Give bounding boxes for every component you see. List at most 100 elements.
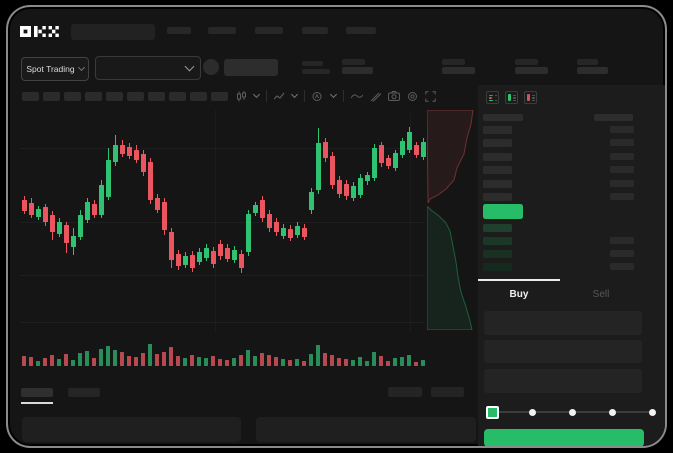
candle bbox=[218, 244, 223, 256]
candle bbox=[386, 158, 391, 166]
chevron-down-icon[interactable] bbox=[329, 90, 338, 99]
active-tab-indicator bbox=[478, 279, 560, 281]
candle bbox=[57, 222, 62, 234]
slider-stop[interactable] bbox=[569, 409, 576, 416]
timeframe-button-placeholder[interactable] bbox=[64, 92, 81, 101]
bottom-tab-history[interactable] bbox=[68, 388, 100, 397]
volume-bar bbox=[393, 358, 397, 366]
volume-bar bbox=[127, 356, 131, 366]
ask-row-price[interactable] bbox=[483, 179, 512, 188]
bid-row-amount bbox=[610, 263, 634, 270]
tab-sell[interactable]: Sell bbox=[592, 288, 610, 300]
draw-icon[interactable] bbox=[370, 91, 381, 102]
app-window: Spot Trading bbox=[6, 5, 667, 448]
candle bbox=[302, 228, 307, 237]
book-asks-view-icon[interactable] bbox=[524, 91, 537, 104]
candle bbox=[22, 200, 27, 211]
market-mode-dropdown[interactable]: Spot Trading bbox=[21, 57, 89, 81]
timeframe-button-placeholder[interactable] bbox=[22, 92, 39, 101]
candle bbox=[344, 184, 349, 196]
bid-row-amount bbox=[610, 237, 634, 244]
timeframe-button-placeholder[interactable] bbox=[148, 92, 165, 101]
candle bbox=[176, 254, 181, 266]
ask-row-price[interactable] bbox=[483, 152, 512, 161]
order-input-placeholder[interactable] bbox=[484, 311, 642, 335]
chevron-down-icon bbox=[184, 61, 195, 72]
market-mode-label: Spot Trading bbox=[26, 64, 75, 74]
slider-stop[interactable] bbox=[609, 409, 616, 416]
buy-button[interactable] bbox=[484, 429, 644, 446]
ask-row-amount bbox=[610, 139, 634, 147]
volume-bar bbox=[183, 358, 187, 366]
ask-row-amount bbox=[610, 152, 634, 160]
nav-item-placeholder[interactable] bbox=[255, 27, 283, 34]
timeframe-button-placeholder[interactable] bbox=[85, 92, 102, 101]
ask-row-price[interactable] bbox=[483, 193, 512, 201]
volume-bar bbox=[169, 347, 173, 366]
volume-bar bbox=[162, 352, 166, 366]
indicators-icon[interactable] bbox=[312, 91, 324, 102]
ask-row-price[interactable] bbox=[483, 139, 512, 148]
ask-row-amount bbox=[610, 193, 634, 200]
candle bbox=[162, 202, 167, 230]
candle bbox=[239, 254, 244, 268]
timeframe-button-placeholder[interactable] bbox=[43, 92, 60, 101]
nav-item-placeholder[interactable] bbox=[302, 27, 328, 34]
volume-bar bbox=[176, 356, 180, 366]
volume-bar bbox=[365, 361, 369, 366]
book-split-view-icon[interactable] bbox=[486, 91, 499, 104]
volume-bar bbox=[400, 357, 404, 366]
stat-value-placeholder bbox=[515, 67, 548, 74]
bottom-tab-orders[interactable] bbox=[21, 388, 53, 397]
bottom-filter-pill[interactable] bbox=[431, 387, 464, 397]
stat-value-placeholder bbox=[442, 67, 475, 74]
ask-row-price[interactable] bbox=[483, 126, 512, 134]
settings-icon[interactable] bbox=[407, 91, 418, 102]
book-bids-view-icon[interactable] bbox=[505, 91, 518, 104]
candle bbox=[414, 145, 419, 155]
last-price-badge[interactable] bbox=[483, 204, 523, 219]
slider-stop[interactable] bbox=[529, 409, 536, 416]
search-bar-placeholder[interactable] bbox=[71, 24, 155, 40]
nav-item-placeholder[interactable] bbox=[167, 27, 191, 34]
nav-item-placeholder[interactable] bbox=[346, 27, 376, 34]
candle bbox=[43, 207, 48, 222]
candle bbox=[351, 186, 356, 198]
chevron-down-icon[interactable] bbox=[252, 90, 261, 99]
bid-row-price[interactable] bbox=[483, 237, 512, 245]
timeframe-button-placeholder[interactable] bbox=[211, 92, 228, 101]
candles-icon[interactable] bbox=[236, 90, 247, 102]
bottom-filter-pill[interactable] bbox=[388, 387, 422, 397]
bid-row-price[interactable] bbox=[483, 224, 512, 232]
slider-stop[interactable] bbox=[649, 409, 656, 416]
tab-buy[interactable]: Buy bbox=[509, 288, 529, 300]
timeframe-button-placeholder[interactable] bbox=[127, 92, 144, 101]
timeframe-buttons bbox=[22, 92, 228, 101]
stat-value-placeholder bbox=[577, 67, 608, 74]
chevron-down-icon[interactable] bbox=[290, 90, 299, 99]
timeframe-button-placeholder[interactable] bbox=[169, 92, 186, 101]
candle bbox=[421, 142, 426, 157]
order-input-placeholder[interactable] bbox=[484, 340, 642, 363]
candle bbox=[246, 214, 251, 252]
chart-type-icon[interactable] bbox=[274, 92, 285, 101]
slider-handle[interactable] bbox=[486, 406, 499, 419]
stat-label-placeholder bbox=[442, 59, 465, 65]
camera-icon[interactable] bbox=[388, 91, 400, 101]
timeframe-button-placeholder[interactable] bbox=[106, 92, 123, 101]
timeframe-button-placeholder[interactable] bbox=[190, 92, 207, 101]
order-input-placeholder[interactable] bbox=[484, 369, 642, 393]
fullscreen-icon[interactable] bbox=[425, 90, 436, 102]
bid-row-price[interactable] bbox=[483, 250, 512, 258]
volume-bar bbox=[260, 353, 264, 366]
volume-bar bbox=[316, 345, 320, 366]
candle bbox=[365, 175, 370, 181]
trend-line-icon[interactable] bbox=[351, 92, 363, 101]
ask-row-price[interactable] bbox=[483, 166, 512, 175]
nav-item-placeholder[interactable] bbox=[208, 27, 236, 34]
okx-logo[interactable] bbox=[20, 23, 60, 40]
volume-bar bbox=[288, 360, 292, 366]
candlestick-chart[interactable] bbox=[20, 110, 426, 332]
pair-selector-dropdown[interactable] bbox=[95, 56, 201, 80]
bid-row-price[interactable] bbox=[483, 263, 512, 271]
